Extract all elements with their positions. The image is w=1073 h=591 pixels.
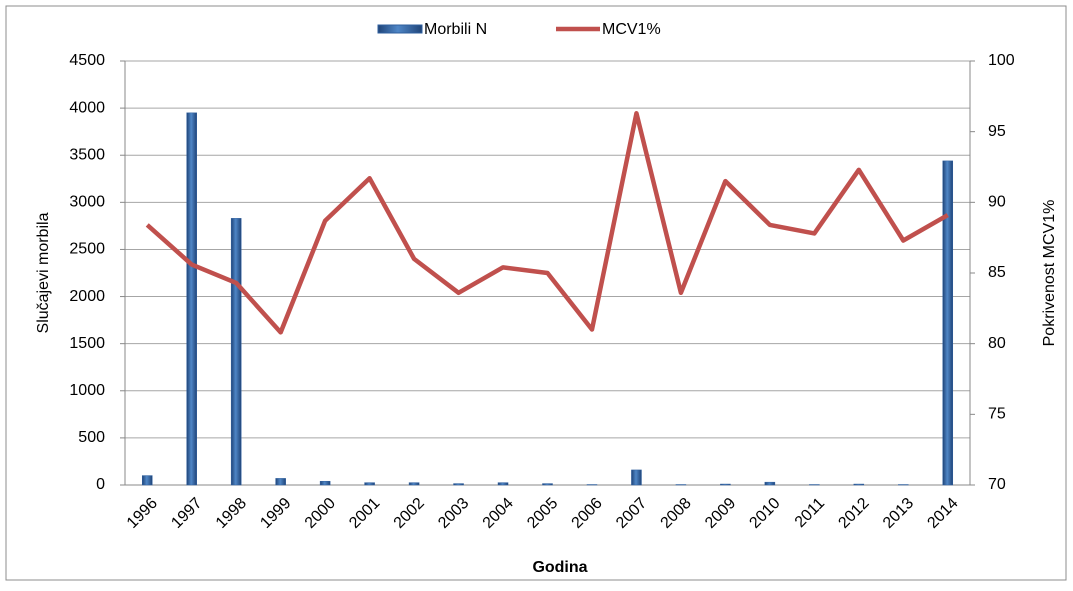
y-tick-label: 500 [78,429,105,446]
legend-label: Morbili N [424,21,487,38]
x-axis-label: Godina [532,559,587,576]
y2-tick-label: 75 [988,406,1006,423]
bar [276,478,286,485]
bar [231,218,241,485]
bar [543,484,553,485]
y2-tick-label: 100 [988,52,1015,69]
y2-tick-label: 85 [988,264,1006,281]
y-tick-label: 4500 [69,52,105,69]
bar [498,483,508,485]
y2-tick-label: 70 [988,476,1006,493]
y-tick-label: 0 [96,476,105,493]
bar [631,470,641,485]
y2-tick-label: 90 [988,194,1006,211]
bar [409,483,419,485]
bar [765,482,775,485]
bar [320,481,330,485]
chart-border [6,6,1066,580]
y-tick-label: 4000 [69,99,105,116]
y2-axis-label: Pokrivenost MCV1% [1041,200,1058,347]
legend-swatch [378,25,422,33]
bar [187,113,197,485]
y-tick-label: 2500 [69,241,105,258]
y2-tick-label: 80 [988,335,1006,352]
y-tick-label: 1500 [69,335,105,352]
legend-label: MCV1% [602,21,661,38]
bar [720,484,730,485]
bar [454,484,464,485]
bar [365,483,375,485]
y-tick-label: 3000 [69,194,105,211]
y-tick-label: 2000 [69,288,105,305]
y-tick-label: 1000 [69,382,105,399]
bar [854,484,864,485]
y-tick-label: 3500 [69,146,105,163]
bar [943,161,953,485]
y2-tick-label: 95 [988,123,1006,140]
y-axis-label: Slučajevi morbila [35,212,52,333]
bar [142,476,152,485]
